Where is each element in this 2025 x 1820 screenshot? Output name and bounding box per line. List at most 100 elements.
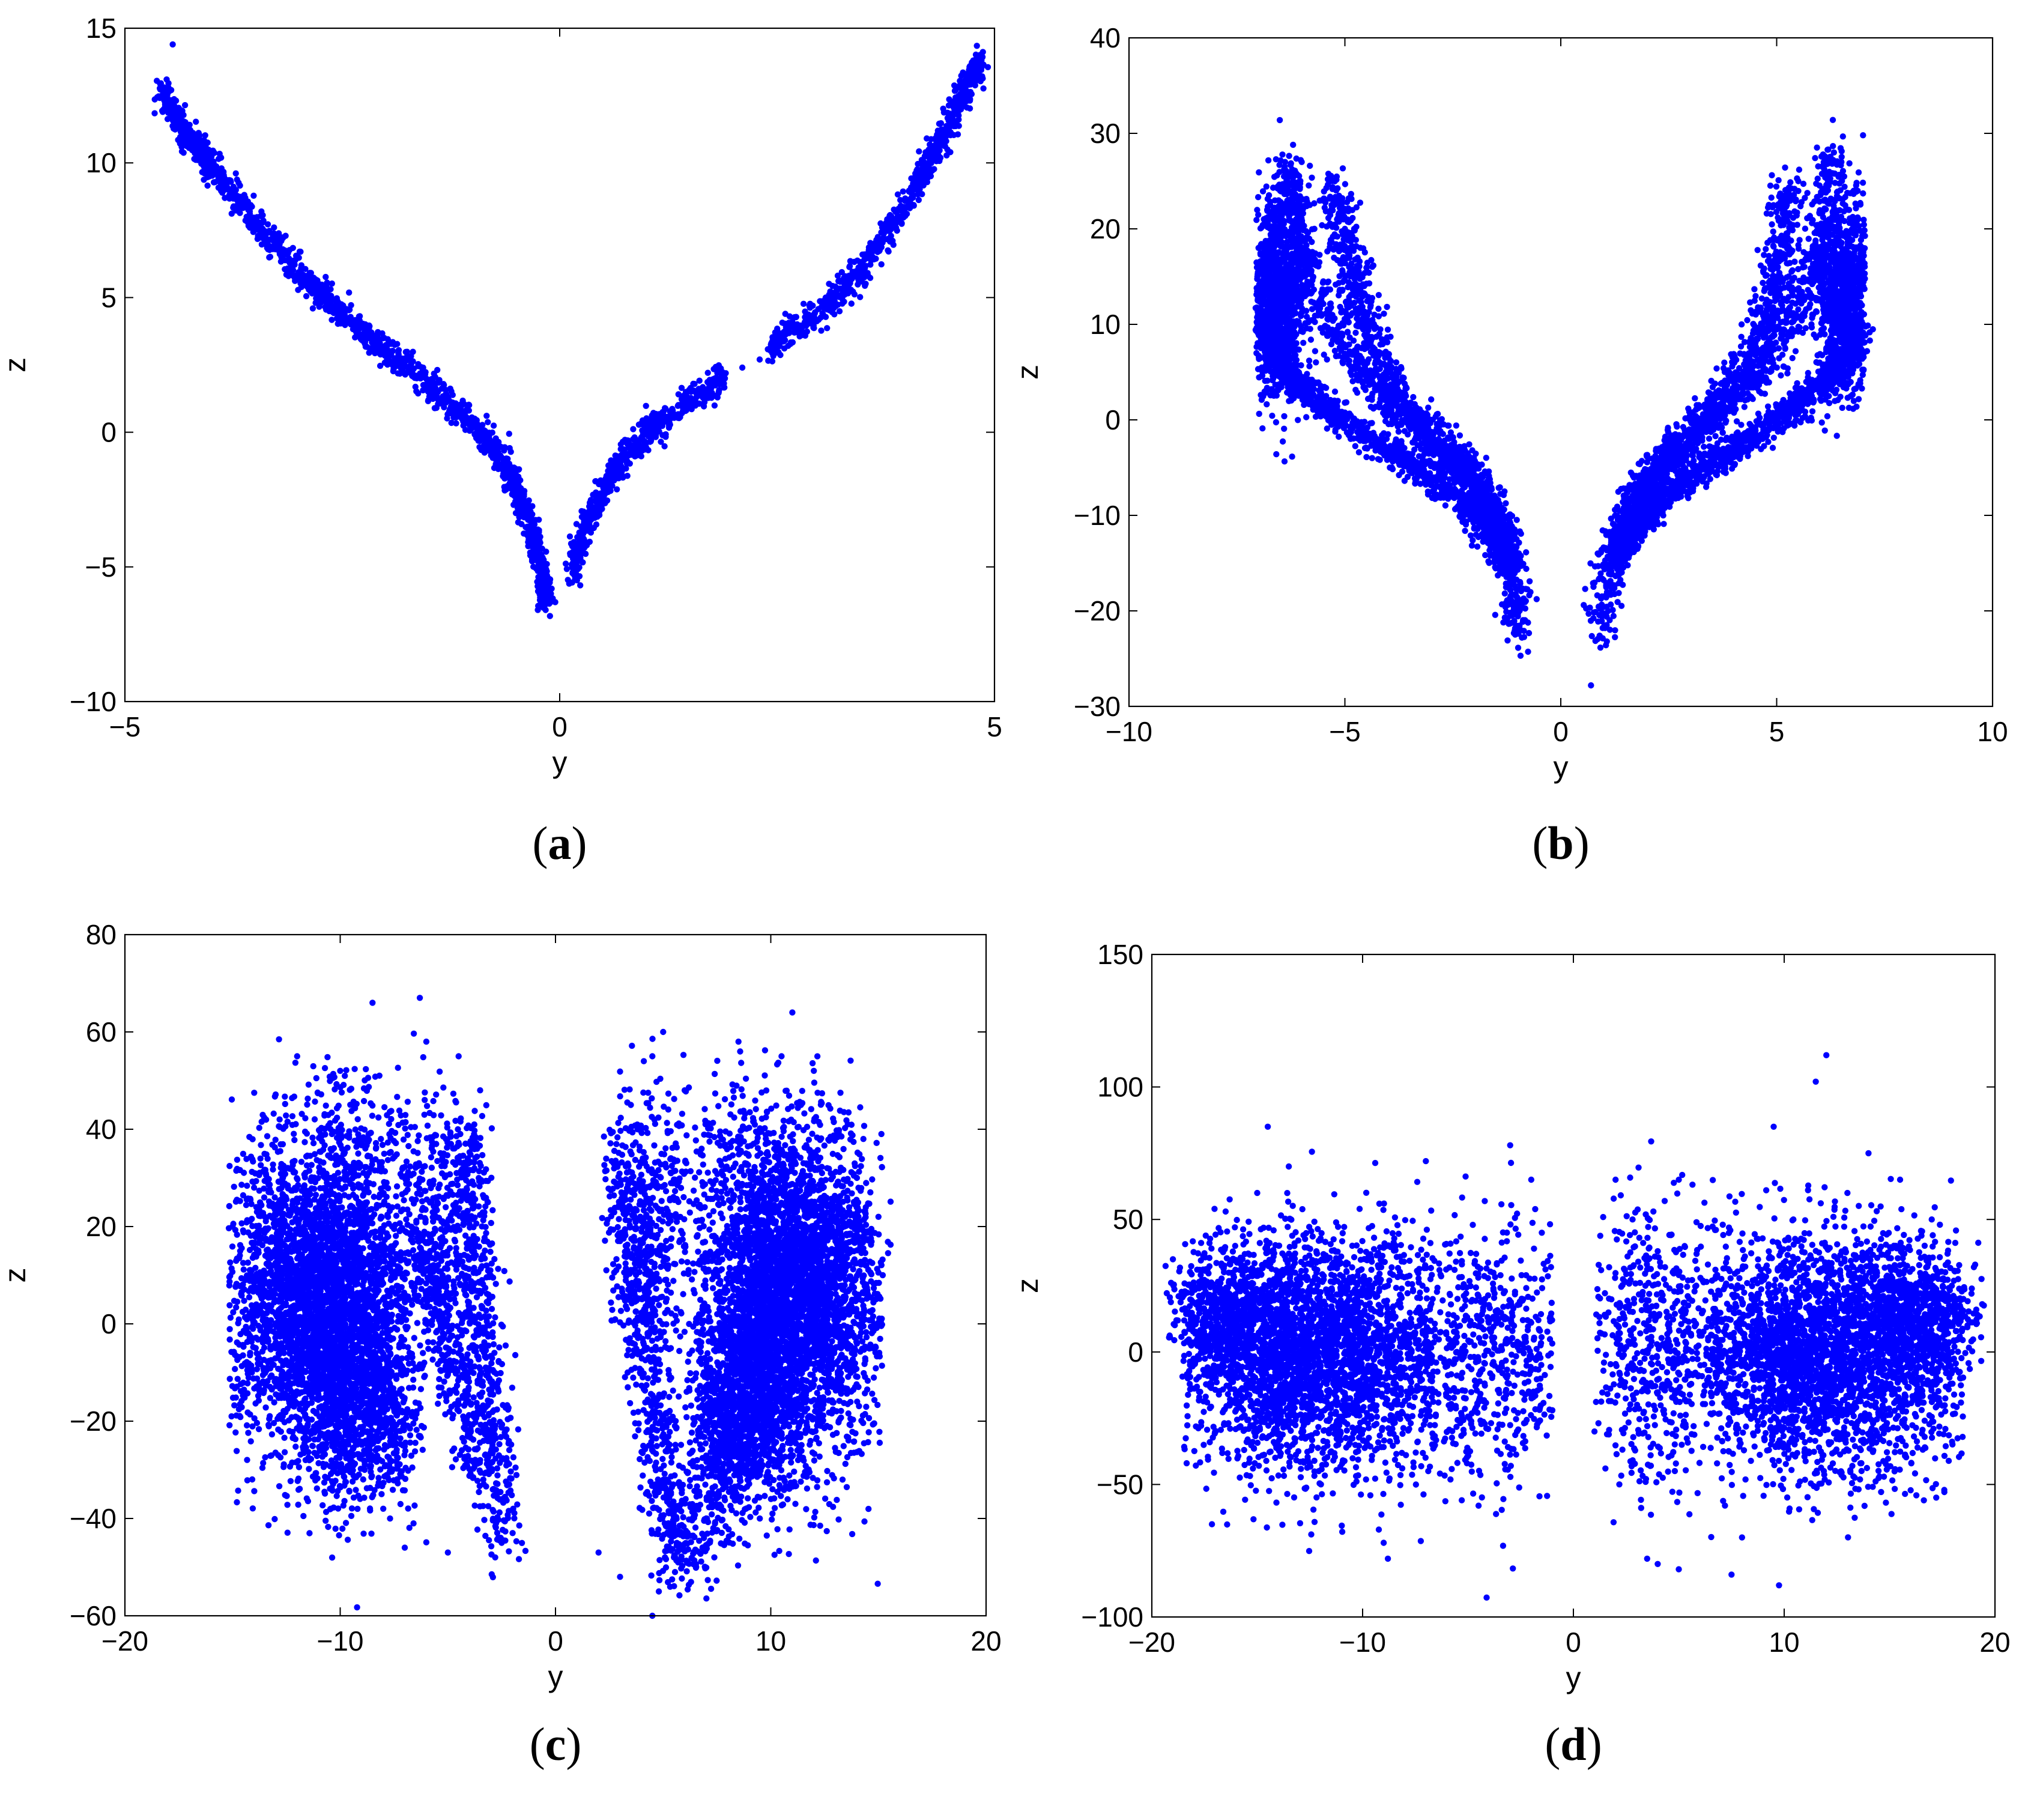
scatter-point [721,375,728,382]
scatter-point [662,431,669,438]
scatter-point [859,251,866,258]
scatter-point [1399,418,1405,425]
scatter-point [448,419,455,426]
scatter-point [664,413,671,420]
scatter-point [356,313,363,320]
scatter-point [1509,512,1516,520]
scatter-point [1338,260,1345,267]
scatter-point [835,292,841,299]
scatter-point [1350,247,1357,254]
scatter-point [204,149,211,156]
scatter-point [1367,394,1375,401]
scatter-point [496,454,503,461]
scatter-point [632,453,638,460]
scatter-point [172,97,180,104]
scatter-point [498,466,506,473]
scatter-point [1375,305,1382,312]
scatter-point [507,466,514,472]
scatter-point [286,255,292,262]
scatter-point [855,281,861,288]
scatter-point [450,414,457,421]
scatter-point [384,336,391,342]
scatter-point [302,265,309,272]
scatter-point [643,402,649,409]
scatter-point [1345,284,1351,291]
scatter-point [1324,356,1330,363]
scatter-point [1375,313,1382,320]
scatter-point [965,82,972,88]
scatter-point [180,150,187,156]
scatter-point [1448,463,1455,470]
scatter-point [700,384,706,390]
scatter-point [339,313,346,320]
scatter-point [678,384,685,391]
scatter-point [282,266,288,273]
scatter-point [968,68,975,75]
scatter-point [1460,463,1467,469]
scatter-point [490,422,497,429]
scatter-point [1319,286,1326,293]
scatter-point [928,156,935,162]
scatter-point [363,344,371,350]
scatter-point [713,375,719,381]
scatter-point [383,348,389,355]
scatter-point [958,85,966,92]
scatter-point [659,422,666,429]
scatter-point [534,607,541,613]
scatter-point [1503,584,1510,590]
scatter-point [1385,351,1392,357]
scatter-point [485,419,491,425]
scatter-point [970,80,978,87]
scatter-point [1335,353,1342,359]
scatter-point [1504,637,1511,644]
scatter-point [207,172,214,179]
scatter-point [1516,585,1523,592]
scatter-point [706,380,712,387]
scatter-point [193,118,199,125]
scatter-point [1397,405,1403,412]
scatter-point [1508,613,1515,619]
scatter-point [181,102,189,109]
scatter-point [252,224,259,231]
scatter-point [1396,392,1402,399]
scatter-point [891,216,898,223]
scatter-point [328,317,335,323]
scatter-point [1393,381,1400,389]
scatter-point [1453,422,1460,429]
scatter-point [1350,365,1357,372]
scatter-point [1507,594,1513,601]
scatter-point [967,96,973,103]
scatter-point [831,311,838,318]
scatter-point [980,85,987,92]
scatter-point [164,116,171,123]
scatter-point [773,340,781,347]
scatter-point [1293,155,1300,162]
scatter-point [453,420,459,426]
scatter-point [862,281,869,287]
scatter-point [647,438,653,445]
scatter-point [1328,341,1335,348]
scatter-point [1319,222,1325,229]
scatter-point [204,182,211,189]
scatter-point [529,511,536,518]
scatter-point [191,138,198,145]
scatter-point [620,446,627,453]
scatter-point [500,444,506,451]
scatter-point [1424,414,1431,420]
scatter-point [493,442,500,449]
scatter-point [879,224,886,231]
y-tick-label: −10 [70,686,117,717]
scatter-point [1381,386,1387,392]
scatter-point [1329,186,1336,192]
scatter-point [1334,338,1341,345]
scatter-point [157,80,165,86]
scatter-point [516,466,522,473]
scatter-point [1311,225,1318,232]
scatter-point [928,136,934,142]
scatter-point [1309,174,1315,181]
scatter-point [818,327,825,334]
scatter-point [687,396,694,403]
scatter-point [188,130,195,136]
scatter-point [948,114,954,121]
scatter-point [657,416,664,422]
